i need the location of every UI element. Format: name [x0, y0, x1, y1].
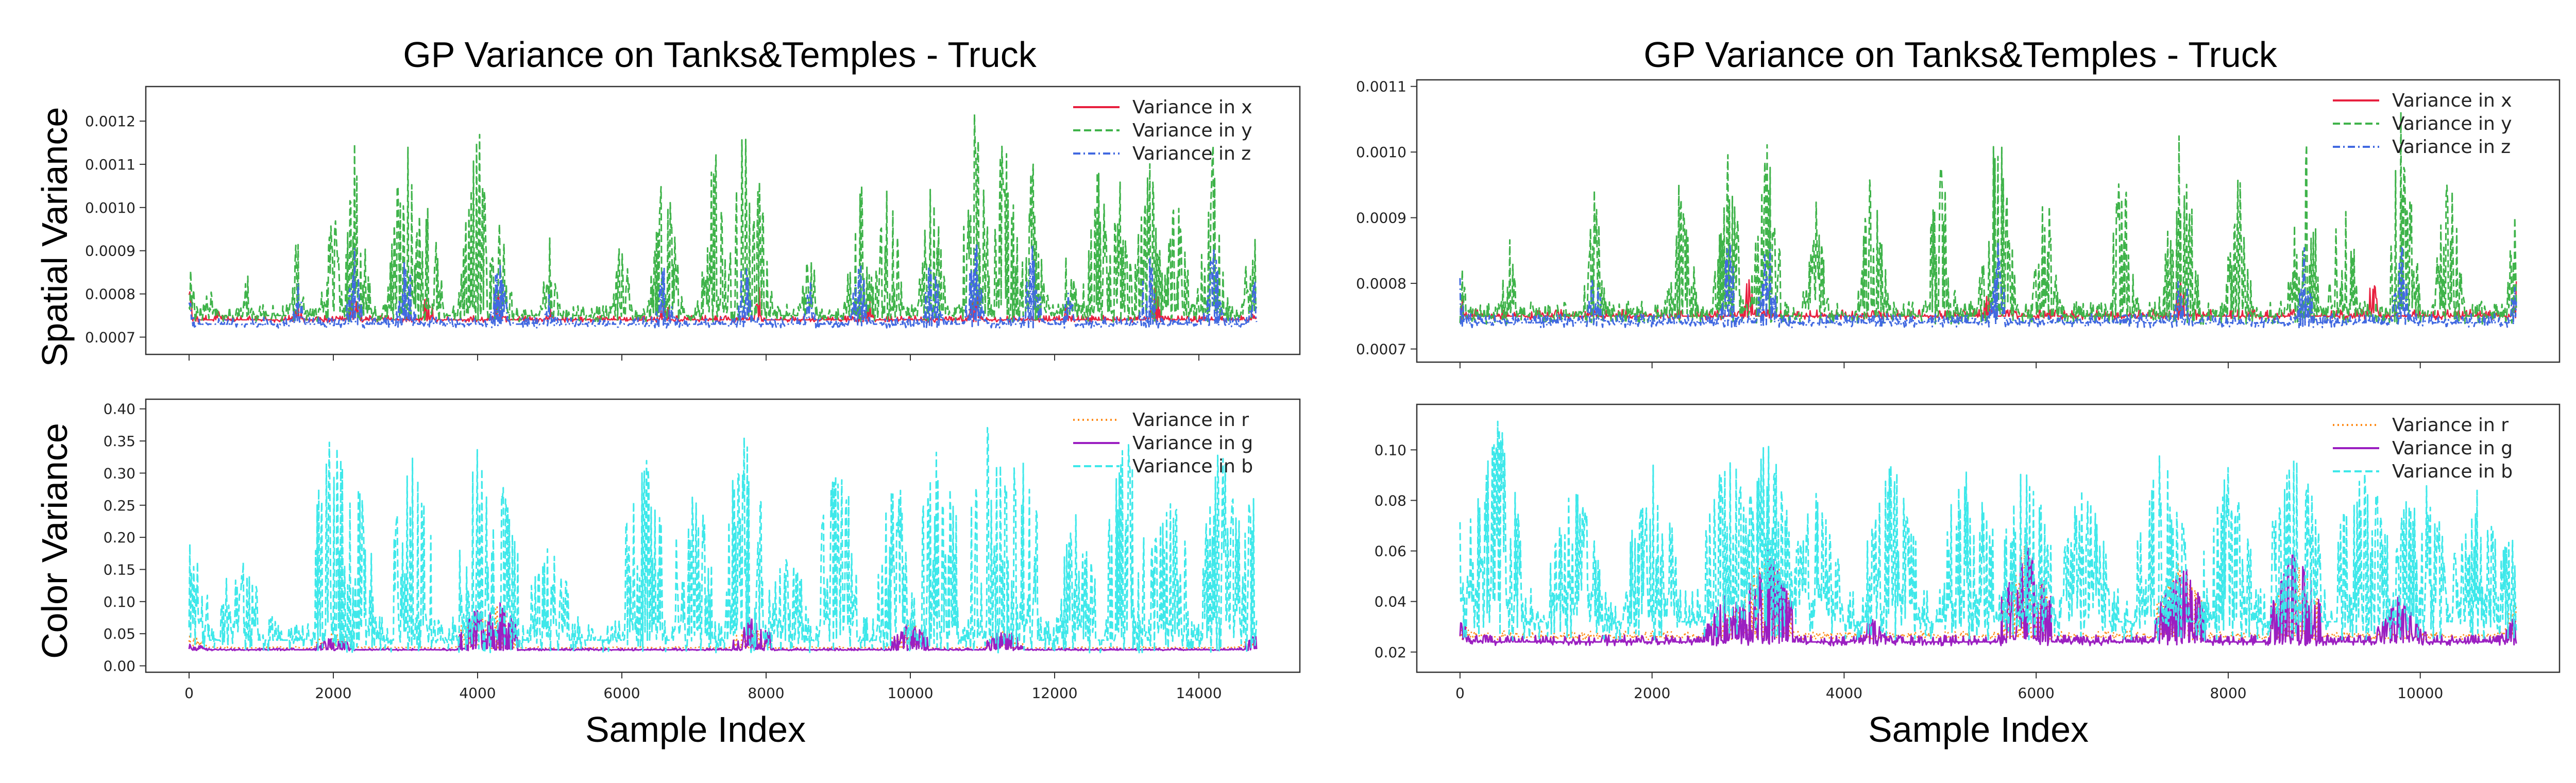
- right-color-ytick-label: 0.08: [1375, 492, 1406, 509]
- right-color-ytick-label: 0.06: [1375, 543, 1406, 560]
- left-spatial-axes-frame: [145, 86, 1301, 355]
- left-spatial-ytick-label: 0.0007: [85, 329, 135, 346]
- right-color-ytick-label: 0.04: [1375, 593, 1406, 610]
- right-spatial-series-y: [1459, 111, 2517, 325]
- left-color-series-g: [188, 602, 1258, 652]
- right-color-xtick-label: 8000: [2210, 685, 2246, 702]
- left-color-xtick-label: 12000: [1031, 685, 1077, 702]
- right-color-series-group: [1459, 420, 2517, 646]
- ylabel-color: Color Variance: [35, 423, 75, 659]
- right-color-xtick-label: 10000: [2397, 685, 2443, 702]
- left-color-xtick-label: 10000: [887, 685, 933, 702]
- right-spatial-axes-frame: [1416, 79, 2561, 363]
- right-color-series-b: [1459, 420, 2517, 641]
- right-spatial-panel: 0.0007 0.0008 0.0009 0.0010 0.0011 Variance i…: [1356, 78, 2561, 368]
- left-spatial-legend-label-x: Variance in x: [1132, 97, 1252, 118]
- right-spatial-ytick-label: 0.0011: [1356, 78, 1406, 95]
- right-spatial-ytick-label: 0.0008: [1356, 275, 1406, 292]
- left-xlabel: Sample Index: [585, 709, 806, 750]
- left-color-ytick-label: 0.40: [104, 401, 135, 418]
- right-color-ytick-label: 0.10: [1375, 441, 1406, 458]
- right-spatial-legend-label-y: Variance in y: [2392, 113, 2512, 134]
- right-spatial-legend-label-z: Variance in z: [2392, 137, 2511, 158]
- left-color-xtick-label: 6000: [603, 685, 640, 702]
- right-color-legend-label-r: Variance in r: [2392, 415, 2509, 436]
- left-color-xtick-label: 14000: [1176, 685, 1222, 702]
- right-chart-title: GP Variance on Tanks&Temples - Truck: [1643, 35, 2277, 75]
- right-spatial-series-z: [1459, 241, 2517, 329]
- ylabel-spatial: Spatial Variance: [35, 107, 75, 367]
- right-spatial-ytick-label: 0.0010: [1356, 144, 1406, 161]
- left-color-panel: 0 2000 4000 6000 8000 10000 12000 14000 0.00 0.05…: [104, 398, 1301, 702]
- right-color-xtick-label: 2000: [1634, 685, 1670, 702]
- right-spatial-ytick-label: 0.0009: [1356, 210, 1406, 227]
- right-color-axes-frame: [1416, 403, 2561, 673]
- left-spatial-legend-label-z: Variance in z: [1132, 143, 1251, 164]
- right-spatial-ytick-label: 0.0007: [1356, 341, 1406, 358]
- left-spatial-panel: 0.0007 0.0008 0.0009 0.0010 0.0011 0.0012 Vari…: [85, 86, 1301, 361]
- left-spatial-series-x: [188, 287, 1257, 323]
- right-xlabel: Sample Index: [1868, 709, 2089, 750]
- left-spatial-ytick-label: 0.0009: [85, 243, 135, 260]
- left-color-legend-label-b: Variance in b: [1132, 456, 1253, 477]
- right-color-ytick-label: 0.02: [1375, 644, 1406, 661]
- left-spatial-ytick-label: 0.0010: [85, 199, 135, 216]
- left-spatial-series-z: [188, 242, 1258, 329]
- right-color-xtick-label: 6000: [2018, 685, 2055, 702]
- right-color-xtick-label: 0: [1455, 685, 1465, 702]
- right-color-panel: 0 2000 4000 6000 8000 10000 0.02 0.04 0.06 0.08 0.…: [1375, 403, 2561, 702]
- left-color-xtick-label: 0: [184, 685, 194, 702]
- right-spatial-series-group: [1459, 111, 2517, 329]
- right-color-legend-label-g: Variance in g: [2392, 438, 2513, 459]
- left-color-series-group: [188, 427, 1258, 654]
- left-color-legend-label-r: Variance in r: [1132, 410, 1249, 431]
- right-color-xtick-label: 4000: [1826, 685, 1862, 702]
- left-color-ytick-label: 0.00: [104, 658, 135, 675]
- left-color-ytick-label: 0.15: [104, 561, 135, 578]
- left-color-xtick-label: 2000: [315, 685, 351, 702]
- left-color-ytick-label: 0.35: [104, 433, 135, 450]
- left-spatial-ytick-label: 0.0012: [85, 113, 135, 130]
- right-color-legend-label-b: Variance in b: [2392, 461, 2513, 482]
- left-color-series-r: [188, 604, 1258, 650]
- left-color-xtick-label: 4000: [459, 685, 496, 702]
- left-spatial-series-group: [188, 113, 1258, 329]
- right-spatial-legend-label-x: Variance in x: [2392, 90, 2512, 111]
- left-color-ytick-label: 0.20: [104, 529, 135, 546]
- left-spatial-ytick-label: 0.0011: [85, 156, 135, 173]
- left-color-ytick-label: 0.10: [104, 593, 135, 610]
- right-color-series-g: [1459, 541, 2517, 646]
- left-spatial-series-y: [188, 113, 1258, 323]
- left-spatial-ytick-label: 0.0008: [85, 286, 135, 303]
- left-chart-title: GP Variance on Tanks&Temples - Truck: [403, 35, 1037, 75]
- left-color-ytick-label: 0.05: [104, 625, 135, 642]
- left-color-ytick-label: 0.30: [104, 465, 135, 482]
- left-color-axes-frame: [145, 398, 1301, 673]
- left-color-legend-label-g: Variance in g: [1132, 433, 1253, 454]
- left-color-series-b: [188, 427, 1258, 654]
- left-color-ytick-label: 0.25: [104, 497, 135, 514]
- left-spatial-legend-label-y: Variance in y: [1132, 120, 1252, 141]
- left-color-xtick-label: 8000: [748, 685, 784, 702]
